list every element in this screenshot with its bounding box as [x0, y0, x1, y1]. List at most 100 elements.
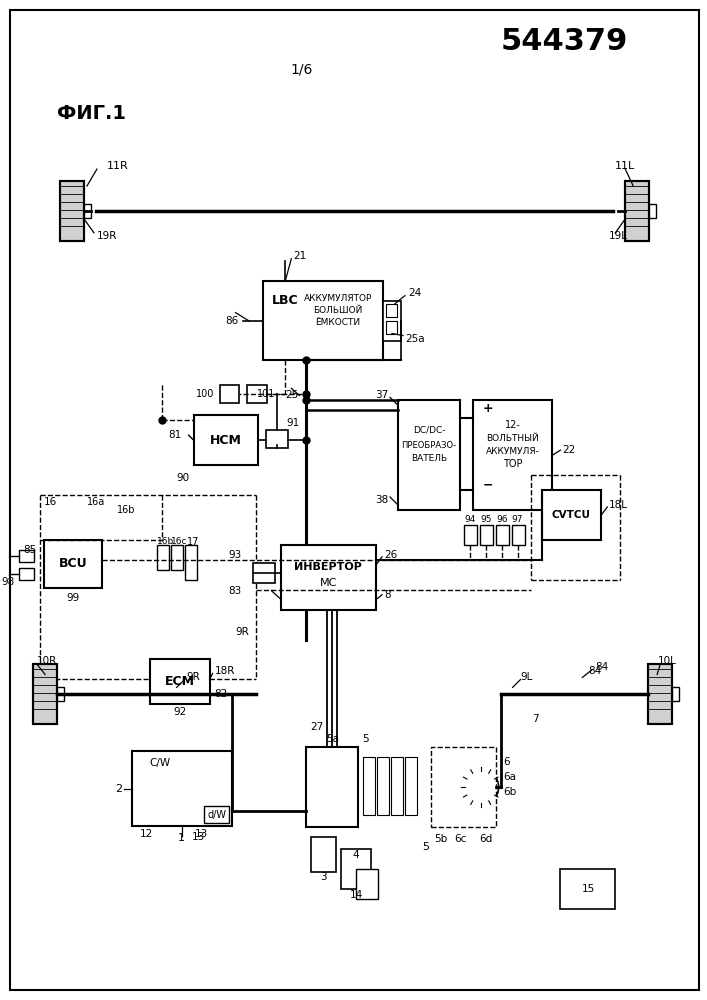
Text: 94: 94	[464, 515, 475, 524]
Bar	[648, 664, 672, 724]
Bar	[194, 415, 259, 465]
Text: 93: 93	[228, 550, 242, 560]
Bar	[625, 181, 649, 241]
Bar	[281, 545, 376, 610]
Text: ЁМКОСТИ: ЁМКОСТИ	[315, 318, 361, 327]
Text: 12-: 12-	[505, 420, 520, 430]
Text: АККУМУЛЯТОР: АККУМУЛЯТОР	[304, 294, 373, 303]
Bar	[267, 430, 288, 448]
Bar	[383, 301, 401, 341]
Text: ТОР: ТОР	[503, 459, 522, 469]
Bar	[464, 525, 477, 545]
Text: 5b: 5b	[434, 834, 448, 844]
Text: HCM: HCM	[209, 434, 242, 447]
Text: 6: 6	[503, 757, 510, 767]
Bar	[398, 400, 460, 510]
Text: АККУМУЛЯ-: АККУМУЛЯ-	[486, 447, 539, 456]
Text: 16: 16	[44, 497, 57, 507]
Text: 9R: 9R	[187, 672, 200, 682]
Bar	[60, 181, 84, 241]
Bar	[356, 869, 378, 899]
Text: 544379: 544379	[501, 27, 629, 56]
Text: 5: 5	[422, 842, 429, 852]
Text: 101: 101	[257, 389, 276, 399]
Text: 22: 22	[563, 445, 575, 455]
Bar	[386, 321, 397, 334]
Text: −: −	[482, 479, 493, 492]
Bar	[264, 281, 383, 360]
Text: 13: 13	[195, 829, 209, 839]
Text: C/W: C/W	[150, 758, 171, 768]
Text: 21: 21	[293, 251, 307, 261]
Text: 10R: 10R	[37, 656, 57, 666]
Bar	[391, 757, 403, 815]
Text: 4: 4	[353, 850, 359, 860]
Text: 83: 83	[228, 586, 242, 596]
Text: 11L: 11L	[615, 161, 636, 171]
Text: +: +	[482, 402, 493, 415]
Bar	[648, 664, 672, 724]
Bar	[19, 568, 34, 580]
Text: 17: 17	[187, 537, 199, 547]
Text: 26: 26	[384, 550, 397, 560]
Text: 96: 96	[496, 515, 508, 524]
Text: 16a: 16a	[87, 497, 105, 507]
Text: 19L: 19L	[608, 231, 627, 241]
Text: 98: 98	[1, 577, 14, 587]
Text: ECM: ECM	[165, 675, 194, 688]
Text: CVTCU: CVTCU	[552, 510, 591, 520]
Text: LBC: LBC	[272, 294, 298, 307]
Bar	[220, 385, 240, 403]
Text: 5: 5	[362, 734, 369, 744]
Bar	[247, 385, 267, 403]
Text: 86: 86	[226, 316, 238, 326]
Bar	[150, 659, 209, 704]
Text: 18L: 18L	[609, 500, 629, 510]
Text: BCU: BCU	[59, 557, 88, 570]
Text: 18R: 18R	[214, 666, 235, 676]
Text: 15: 15	[582, 884, 595, 894]
Text: 9R: 9R	[235, 627, 250, 637]
Text: 100: 100	[196, 389, 214, 399]
Bar	[33, 664, 57, 724]
Bar	[649, 204, 656, 218]
Text: 25a: 25a	[405, 334, 425, 344]
Text: 91: 91	[286, 418, 300, 428]
Text: 5a: 5a	[326, 734, 339, 744]
Text: 6d: 6d	[479, 834, 492, 844]
Text: 90: 90	[177, 473, 189, 483]
Bar	[512, 525, 525, 545]
Text: 97: 97	[512, 515, 523, 524]
Bar	[157, 545, 169, 570]
Bar	[386, 304, 397, 317]
Bar	[377, 757, 389, 815]
Text: ФИГ.1: ФИГ.1	[57, 104, 126, 123]
Text: 81: 81	[168, 430, 182, 440]
Text: 13: 13	[192, 832, 205, 842]
Text: 7: 7	[532, 714, 539, 724]
Bar	[84, 204, 91, 218]
Bar	[341, 849, 371, 889]
Text: 2: 2	[115, 784, 122, 794]
Bar	[253, 563, 275, 583]
Text: ПРЕОБРАЗО-: ПРЕОБРАЗО-	[402, 441, 457, 450]
Bar	[672, 687, 679, 701]
Bar	[561, 869, 615, 909]
Text: БОЛЬШОЙ: БОЛЬШОЙ	[313, 306, 363, 315]
Bar	[496, 525, 508, 545]
Text: 16b: 16b	[117, 505, 135, 515]
Bar	[60, 181, 84, 241]
Bar	[311, 837, 337, 872]
Bar	[132, 751, 231, 826]
Text: 19R: 19R	[97, 231, 117, 241]
Text: 24: 24	[408, 288, 421, 298]
Text: 6a: 6a	[503, 772, 517, 782]
Bar	[19, 550, 34, 562]
Bar	[405, 757, 417, 815]
Bar	[204, 806, 228, 823]
Text: 95: 95	[480, 515, 491, 524]
Text: 1: 1	[178, 833, 185, 843]
Text: 6c: 6c	[455, 834, 467, 844]
Bar	[57, 687, 64, 701]
Text: MC: MC	[320, 578, 337, 588]
